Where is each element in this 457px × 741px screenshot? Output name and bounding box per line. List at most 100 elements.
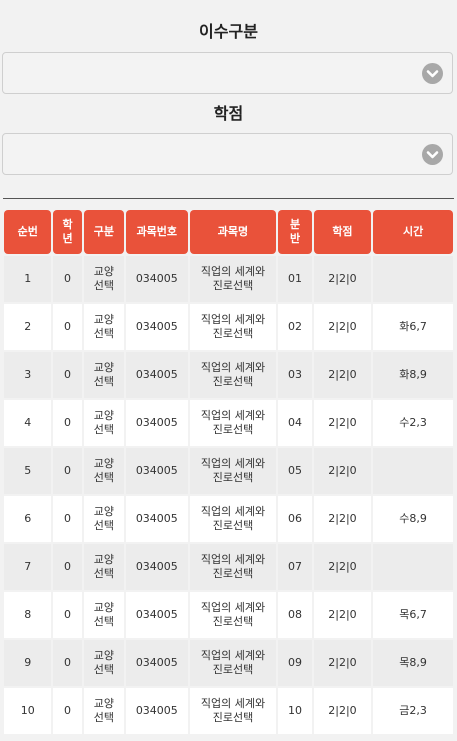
- cell-type: 교양선택: [83, 448, 125, 494]
- cell-credit: 2|2|0: [313, 544, 372, 590]
- cell-grade: 0: [53, 544, 82, 590]
- cell-section: 08: [278, 592, 312, 638]
- cell-time: 수8,9: [373, 496, 453, 542]
- cell-name: 직업의 세계와 진로선택: [189, 640, 277, 686]
- cell-type: 교양선택: [83, 256, 125, 302]
- cell-time: 목6,7: [373, 592, 453, 638]
- cell-time: 수2,3: [373, 400, 453, 446]
- cell-credit: 2|2|0: [313, 256, 372, 302]
- cell-section: 04: [278, 400, 312, 446]
- cell-type: 교양선택: [83, 640, 125, 686]
- cell-type: 교양선택: [83, 688, 125, 734]
- cell-time: 목8,9: [373, 640, 453, 686]
- header-credit[interactable]: 학점: [313, 210, 372, 254]
- cell-name: 직업의 세계와 진로선택: [189, 400, 277, 446]
- cell-no: 8: [4, 592, 52, 638]
- cell-no: 10: [4, 688, 52, 734]
- cell-name: 직업의 세계와 진로선택: [189, 496, 277, 542]
- header-time[interactable]: 시간: [373, 210, 453, 254]
- chevron-down-icon[interactable]: [422, 144, 443, 165]
- cell-name: 직업의 세계와 진로선택: [189, 544, 277, 590]
- table-row[interactable]: 4 0 교양선택 034005 직업의 세계와 진로선택 04 2|2|0 수2,3: [4, 400, 453, 446]
- cell-grade: 0: [53, 400, 82, 446]
- credit-select[interactable]: [2, 133, 453, 175]
- cell-name: 직업의 세계와 진로선택: [189, 304, 277, 350]
- cell-type: 교양선택: [83, 496, 125, 542]
- cell-no: 2: [4, 304, 52, 350]
- cell-code: 034005: [126, 400, 188, 446]
- cell-type: 교양선택: [83, 544, 125, 590]
- cell-code: 034005: [126, 304, 188, 350]
- header-grade[interactable]: 학년: [53, 210, 82, 254]
- cell-code: 034005: [126, 256, 188, 302]
- table-row[interactable]: 10 0 교양선택 034005 직업의 세계와 진로선택 10 2|2|0 금2,3: [4, 688, 453, 734]
- cell-section: 09: [278, 640, 312, 686]
- cell-name: 직업의 세계와 진로선택: [189, 448, 277, 494]
- table-row[interactable]: 1 0 교양선택 034005 직업의 세계와 진로선택 01 2|2|0: [4, 256, 453, 302]
- cell-section: 01: [278, 256, 312, 302]
- cell-no: 7: [4, 544, 52, 590]
- cell-time: [373, 544, 453, 590]
- cell-section: 05: [278, 448, 312, 494]
- cell-name: 직업의 세계와 진로선택: [189, 256, 277, 302]
- table-row[interactable]: 2 0 교양선택 034005 직업의 세계와 진로선택 02 2|2|0 화6,7: [4, 304, 453, 350]
- cell-grade: 0: [53, 448, 82, 494]
- cell-time: 화8,9: [373, 352, 453, 398]
- table-row[interactable]: 9 0 교양선택 034005 직업의 세계와 진로선택 09 2|2|0 목8,9: [4, 640, 453, 686]
- cell-credit: 2|2|0: [313, 352, 372, 398]
- table-row[interactable]: 7 0 교양선택 034005 직업의 세계와 진로선택 07 2|2|0: [4, 544, 453, 590]
- header-code[interactable]: 과목번호: [126, 210, 188, 254]
- cell-grade: 0: [53, 256, 82, 302]
- header-type[interactable]: 구분: [83, 210, 125, 254]
- table-row[interactable]: 8 0 교양선택 034005 직업의 세계와 진로선택 08 2|2|0 목6,7: [4, 592, 453, 638]
- cell-grade: 0: [53, 496, 82, 542]
- cell-section: 02: [278, 304, 312, 350]
- cell-code: 034005: [126, 352, 188, 398]
- table-header-row: 순번 학년 구분 과목번호 과목명 분반 학점 시간: [4, 210, 453, 254]
- cell-code: 034005: [126, 640, 188, 686]
- cell-no: 9: [4, 640, 52, 686]
- cell-code: 034005: [126, 592, 188, 638]
- cell-credit: 2|2|0: [313, 592, 372, 638]
- cell-grade: 0: [53, 352, 82, 398]
- cell-name: 직업의 세계와 진로선택: [189, 688, 277, 734]
- cell-code: 034005: [126, 496, 188, 542]
- cell-code: 034005: [126, 688, 188, 734]
- cell-grade: 0: [53, 592, 82, 638]
- table-row[interactable]: 6 0 교양선택 034005 직업의 세계와 진로선택 06 2|2|0 수8,9: [4, 496, 453, 542]
- cell-section: 07: [278, 544, 312, 590]
- cell-time: [373, 448, 453, 494]
- cell-no: 6: [4, 496, 52, 542]
- cell-code: 034005: [126, 544, 188, 590]
- cell-credit: 2|2|0: [313, 496, 372, 542]
- cell-section: 06: [278, 496, 312, 542]
- course-table: 순번 학년 구분 과목번호 과목명 분반 학점 시간 1 0 교양선택 034005 직…: [2, 208, 455, 736]
- cell-no: 5: [4, 448, 52, 494]
- category-select[interactable]: [2, 52, 453, 94]
- chevron-down-icon[interactable]: [422, 63, 443, 84]
- cell-credit: 2|2|0: [313, 400, 372, 446]
- cell-credit: 2|2|0: [313, 304, 372, 350]
- category-label: 이수구분: [199, 22, 258, 41]
- cell-name: 직업의 세계와 진로선택: [189, 352, 277, 398]
- cell-name: 직업의 세계와 진로선택: [189, 592, 277, 638]
- cell-section: 03: [278, 352, 312, 398]
- table-row[interactable]: 5 0 교양선택 034005 직업의 세계와 진로선택 05 2|2|0: [4, 448, 453, 494]
- header-section-label: 분반: [289, 218, 301, 245]
- header-name[interactable]: 과목명: [189, 210, 277, 254]
- cell-credit: 2|2|0: [313, 448, 372, 494]
- cell-no: 1: [4, 256, 52, 302]
- header-section[interactable]: 분반: [278, 210, 312, 254]
- credit-label: 학점: [213, 104, 244, 123]
- header-no[interactable]: 순번: [4, 210, 52, 254]
- cell-type: 교양선택: [83, 304, 125, 350]
- cell-credit: 2|2|0: [313, 640, 372, 686]
- cell-type: 교양선택: [83, 592, 125, 638]
- table-row[interactable]: 3 0 교양선택 034005 직업의 세계와 진로선택 03 2|2|0 화8,9: [4, 352, 453, 398]
- cell-type: 교양선택: [83, 352, 125, 398]
- cell-no: 4: [4, 400, 52, 446]
- cell-grade: 0: [53, 304, 82, 350]
- cell-type: 교양선택: [83, 400, 125, 446]
- cell-grade: 0: [53, 688, 82, 734]
- cell-time: [373, 256, 453, 302]
